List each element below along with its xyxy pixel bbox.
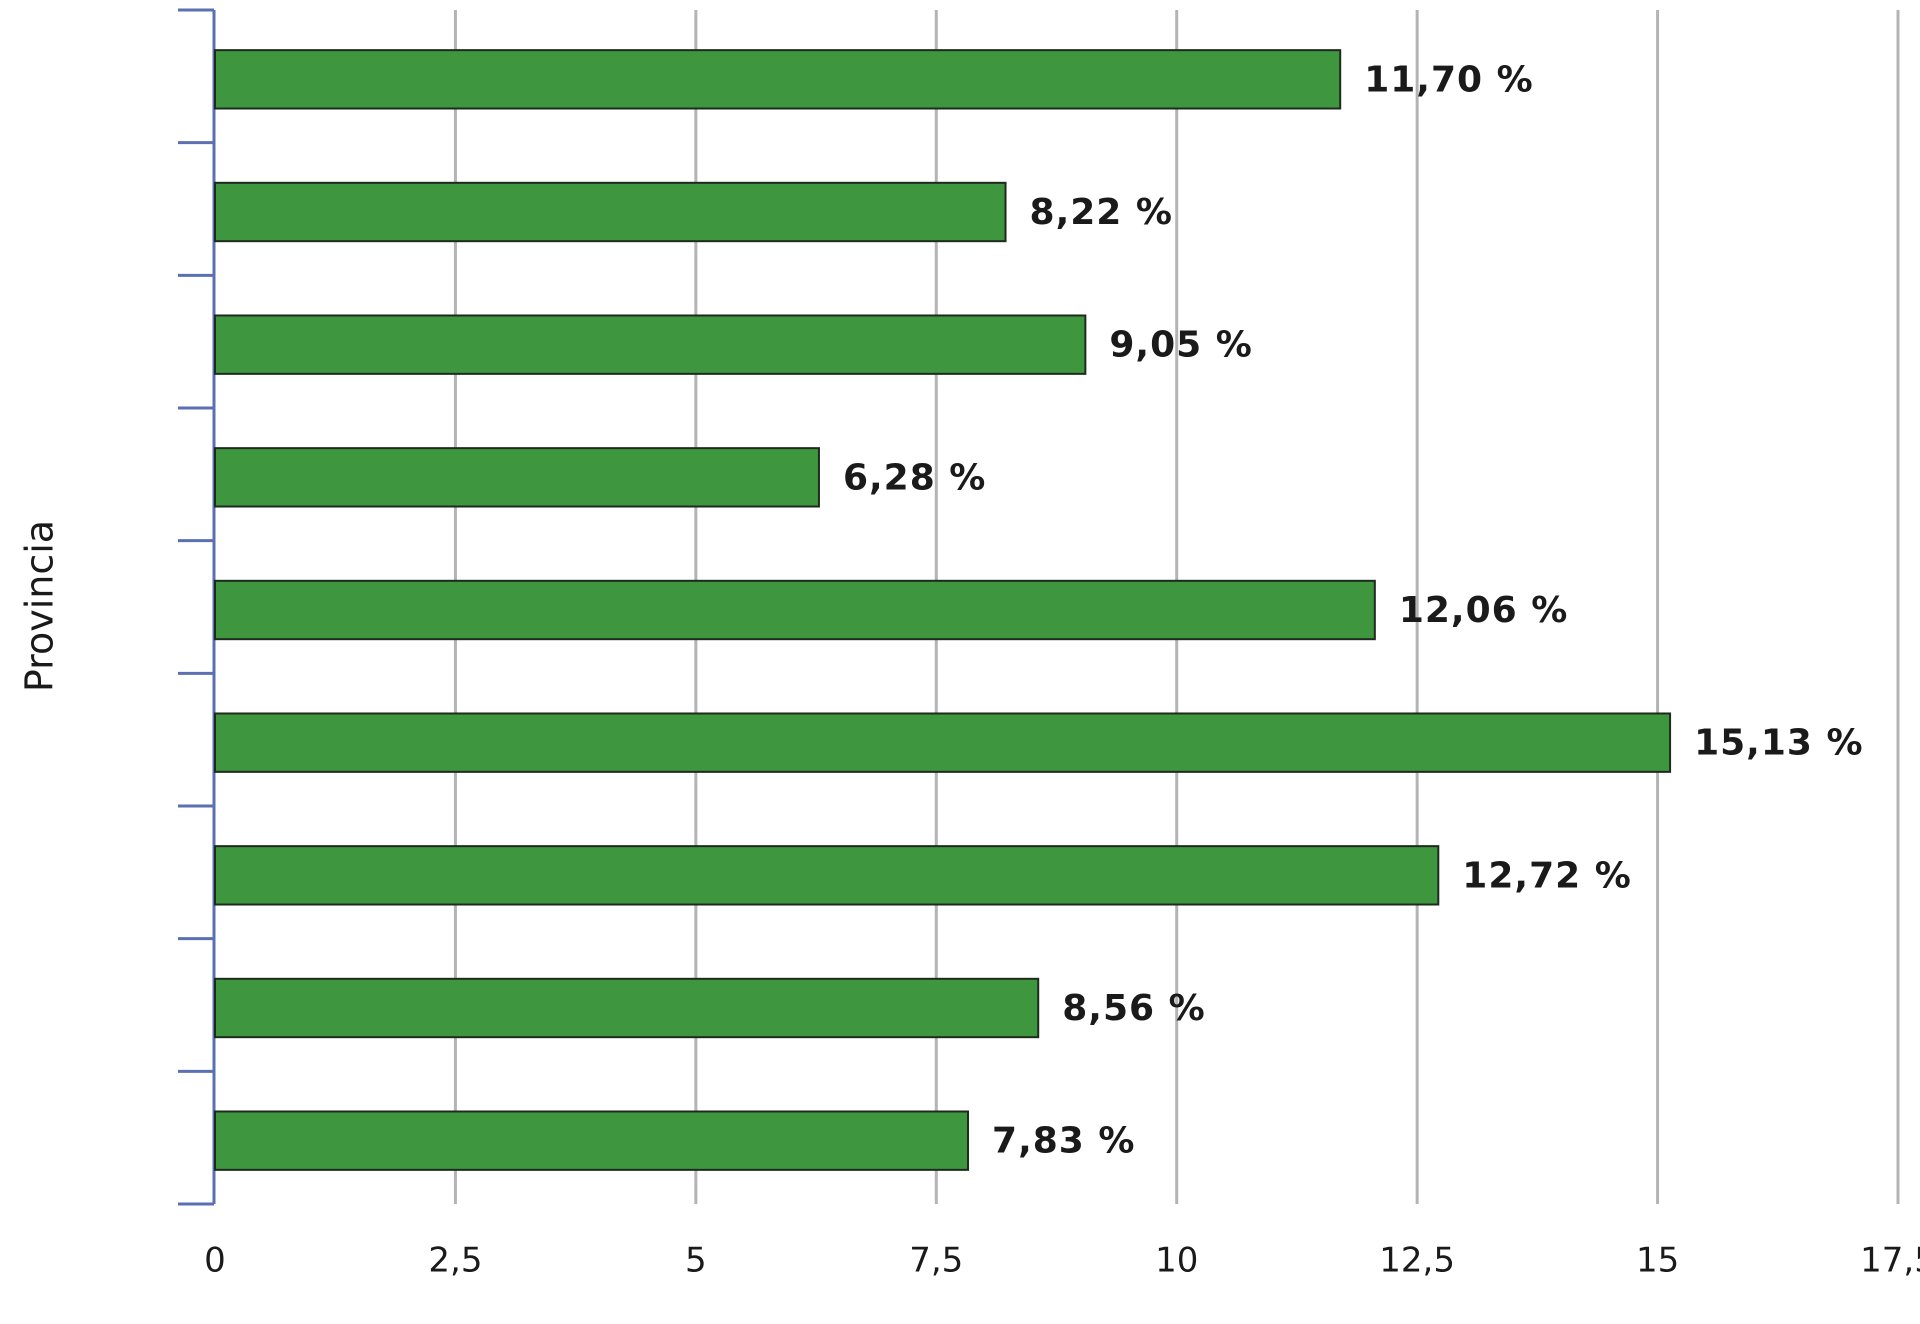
bar [214,49,1342,110]
x-tick-label: 2,5 [428,1241,482,1281]
bar [214,712,1672,773]
bar [214,845,1440,906]
x-tick-label: 12,5 [1379,1241,1455,1281]
value-label: 12,06 % [1399,590,1568,631]
bar [214,447,820,508]
value-label: 6,28 % [843,457,986,498]
y-axis-title: Provincia [18,520,62,692]
bar [214,1110,970,1171]
value-label: 11,70 % [1364,59,1533,100]
value-label: 9,05 % [1109,325,1252,366]
x-tick-label: 0 [204,1241,226,1281]
bar [214,579,1376,641]
value-label: 8,22 % [1030,192,1173,233]
bar [214,977,1040,1039]
value-label: 8,56 % [1062,988,1205,1029]
bar [214,314,1087,375]
bar [214,181,1007,243]
value-label: 7,83 % [992,1121,1135,1162]
x-tick-label: 7,5 [909,1241,963,1281]
x-tick-label: 15 [1636,1241,1679,1281]
x-tick-label: 5 [685,1241,707,1281]
x-tick-label: 10 [1155,1241,1198,1281]
value-label: 15,13 % [1694,723,1863,764]
x-tick-label: 17,5 [1860,1241,1920,1281]
value-label: 12,72 % [1462,855,1631,896]
